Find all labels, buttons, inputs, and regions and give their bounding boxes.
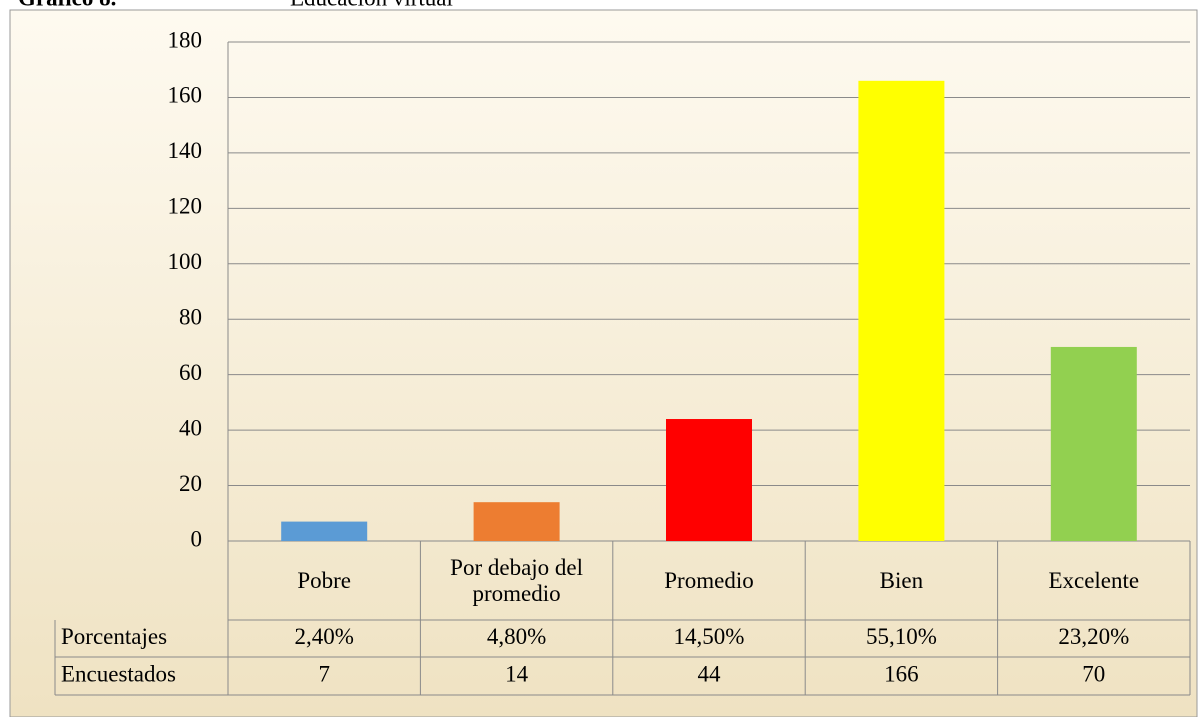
percentage-label: 23,20% <box>1058 624 1129 649</box>
count-label: 70 <box>1082 661 1105 686</box>
bar <box>473 502 560 541</box>
x-tick-label: Promedio <box>664 567 754 593</box>
percentage-label: 55,10% <box>866 624 937 649</box>
category-cell: Excelente <box>1048 567 1140 593</box>
x-tick-label: Bien <box>879 567 924 593</box>
chart-subtitle: Educación virtual <box>290 0 453 10</box>
y-tick-label: 20 <box>179 471 202 496</box>
y-tick-label: 140 <box>168 138 203 163</box>
percentage-label: 2,40% <box>294 624 353 649</box>
count-label: 166 <box>884 661 919 686</box>
bar <box>666 419 752 541</box>
category-cell: Promedio <box>664 567 754 593</box>
y-tick-label: 0 <box>191 526 203 551</box>
count-label: 7 <box>318 661 330 686</box>
x-tick-label: Pobre <box>297 567 352 593</box>
y-tick-label: 40 <box>179 415 202 440</box>
count-label: 44 <box>698 661 722 686</box>
row-label: Encuestados <box>61 661 176 686</box>
y-tick-label: 120 <box>168 194 203 219</box>
chart-title: Gráfico 8. <box>18 0 116 10</box>
y-tick-label: 100 <box>168 249 203 274</box>
bar <box>858 80 945 542</box>
bar <box>281 521 368 541</box>
x-tick-label: Excelente <box>1048 567 1140 593</box>
percentage-label: 4,80% <box>487 624 546 649</box>
y-tick-label: 80 <box>179 305 202 330</box>
y-tick-label: 160 <box>168 83 203 108</box>
category-cell: Por debajo del promedio <box>450 555 584 606</box>
percentage-label: 14,50% <box>674 624 745 649</box>
count-label: 14 <box>505 661 529 686</box>
y-tick-label: 180 <box>168 27 203 52</box>
row-label: Porcentajes <box>61 624 167 649</box>
category-cell: Pobre <box>297 567 352 593</box>
chart-frame <box>9 9 1198 717</box>
bar <box>1050 346 1137 541</box>
category-cell: Bien <box>879 567 924 593</box>
x-tick-label: Por debajo del promedio <box>450 555 584 606</box>
y-tick-label: 60 <box>179 360 202 385</box>
